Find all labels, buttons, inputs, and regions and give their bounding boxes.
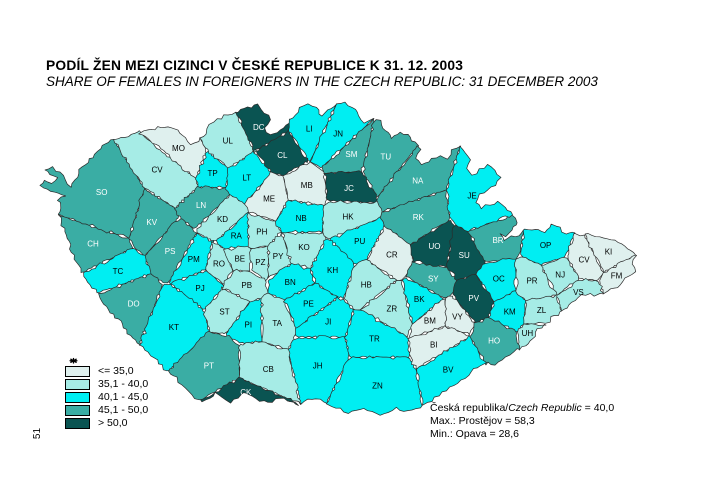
svg-text:SM: SM (345, 150, 357, 159)
svg-text:BV: BV (443, 366, 454, 375)
svg-text:KD: KD (217, 215, 228, 224)
svg-text:NB: NB (296, 214, 307, 223)
svg-text:JI: JI (325, 318, 331, 327)
svg-text:UO: UO (429, 242, 441, 251)
svg-text:JH: JH (313, 362, 323, 371)
svg-text:TA: TA (272, 319, 282, 328)
svg-text:SY: SY (428, 274, 439, 283)
svg-text:PM: PM (188, 255, 200, 264)
svg-text:HK: HK (342, 213, 354, 222)
svg-text:PB: PB (241, 281, 252, 290)
svg-text:BI: BI (430, 341, 438, 350)
svg-text:PR: PR (526, 277, 537, 286)
svg-text:NJ: NJ (555, 270, 565, 279)
svg-text:PY: PY (273, 252, 284, 261)
svg-text:DO: DO (128, 300, 140, 309)
svg-text:TP: TP (207, 169, 217, 178)
svg-text:KM: KM (504, 307, 516, 316)
svg-text:HB: HB (361, 281, 372, 290)
svg-text:CK: CK (240, 388, 252, 397)
svg-text:UH: UH (522, 329, 534, 338)
svg-text:VY: VY (452, 313, 463, 322)
svg-text:KV: KV (146, 218, 157, 227)
svg-text:KO: KO (298, 243, 310, 252)
svg-text:CV: CV (578, 255, 590, 264)
svg-text:KT: KT (169, 323, 179, 332)
svg-text:TR: TR (369, 335, 380, 344)
svg-text:BE: BE (234, 255, 245, 264)
svg-text:FM: FM (611, 272, 623, 281)
svg-text:PH: PH (256, 227, 267, 236)
svg-text:NA: NA (412, 176, 424, 185)
svg-text:LT: LT (242, 173, 251, 182)
svg-text:MO: MO (172, 144, 185, 153)
svg-text:PZ: PZ (255, 258, 265, 267)
svg-text:HO: HO (488, 337, 500, 346)
svg-text:TU: TU (380, 153, 391, 162)
svg-text:PI: PI (245, 321, 253, 330)
svg-text:JN: JN (333, 129, 343, 138)
svg-text:KI: KI (605, 247, 613, 256)
svg-text:ZN: ZN (372, 382, 383, 391)
svg-text:BR: BR (492, 236, 503, 245)
svg-text:ST: ST (219, 307, 229, 316)
svg-text:DC: DC (253, 123, 265, 132)
svg-text:OP: OP (540, 241, 552, 250)
svg-text:PT: PT (204, 362, 214, 371)
svg-text:CB: CB (263, 365, 274, 374)
svg-text:PJ: PJ (195, 284, 204, 293)
svg-text:CL: CL (277, 151, 288, 160)
svg-text:TC: TC (113, 267, 124, 276)
svg-text:UL: UL (223, 137, 234, 146)
svg-text:BK: BK (414, 295, 425, 304)
svg-text:PU: PU (354, 237, 365, 246)
svg-text:ME: ME (263, 194, 275, 203)
svg-text:CV: CV (152, 166, 164, 175)
svg-text:CH: CH (87, 240, 99, 249)
svg-text:ZL: ZL (537, 306, 547, 315)
svg-text:RK: RK (413, 213, 425, 222)
svg-text:JE: JE (467, 191, 476, 200)
svg-text:LN: LN (196, 201, 206, 210)
svg-text:PV: PV (468, 294, 479, 303)
svg-text:KH: KH (327, 266, 338, 275)
svg-text:JC: JC (344, 184, 354, 193)
svg-text:BM: BM (424, 317, 436, 326)
svg-text:SO: SO (96, 188, 108, 197)
svg-text:BN: BN (285, 278, 296, 287)
svg-text:PE: PE (303, 300, 314, 309)
svg-text:ZR: ZR (386, 305, 397, 314)
svg-text:MB: MB (301, 181, 313, 190)
svg-text:PS: PS (165, 247, 176, 256)
svg-text:LI: LI (306, 124, 313, 133)
svg-text:RA: RA (231, 231, 243, 240)
svg-text:SU: SU (459, 251, 470, 260)
JE (446, 146, 512, 232)
svg-text:VS: VS (573, 288, 584, 297)
svg-text:RO: RO (213, 260, 225, 269)
svg-text:OC: OC (493, 274, 505, 283)
svg-text:CR: CR (386, 251, 398, 260)
